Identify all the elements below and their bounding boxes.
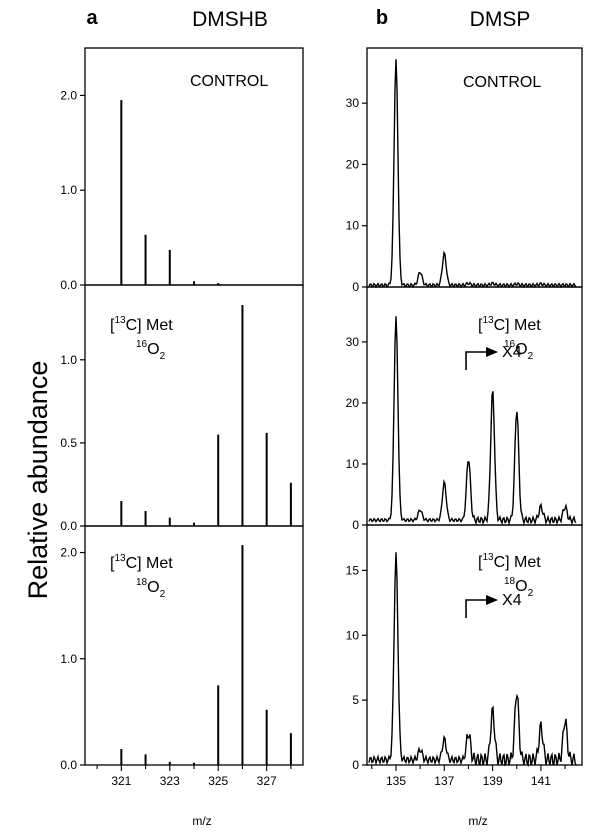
- panel-annotation-line2: 16O2: [136, 339, 166, 362]
- scale-arrow: [465, 351, 489, 370]
- panel-a-3: 0.0 1.0 2.0 321 323 325 327 [13C] Met 18O2: [60, 525, 304, 788]
- y-tick-label: 0: [352, 758, 359, 772]
- panel-annotation-line1: [13C] Met: [478, 552, 541, 571]
- y-tick-label: 5: [352, 693, 359, 707]
- y-tick-label: 10: [346, 219, 360, 233]
- scale-label: X4: [502, 344, 522, 361]
- y-tick-label: 0.0: [60, 519, 77, 533]
- y-axis-label: Relative abundance: [23, 361, 53, 600]
- y-tick-label: 1.0: [60, 183, 77, 197]
- y-tick-label: 0.0: [60, 758, 77, 772]
- y-tick-label: 0: [352, 518, 359, 532]
- y-tick-label: 10: [346, 457, 360, 471]
- panel-annotation-line1: [13C] Met: [478, 315, 541, 334]
- panel-frame: [366, 524, 583, 766]
- spectrum-trace: [368, 59, 577, 289]
- panel-letter-b: b: [376, 7, 388, 29]
- spectrum-trace: [368, 316, 577, 526]
- x-tick-label: 321: [111, 774, 131, 788]
- x-tick-label: 139: [483, 774, 503, 788]
- x-axis-title-b: m/z: [468, 814, 487, 828]
- panel-a-1: 0.0 1.0 2.0 CONTROL: [60, 47, 304, 292]
- x-tick-label: 325: [208, 774, 228, 788]
- scale-arrowhead: [486, 347, 499, 357]
- y-tick-label: 10: [346, 628, 360, 642]
- y-tick-label: 2.0: [60, 88, 77, 102]
- panel-b-2: 0 10 20 30 X4 [13C] Met 16O2: [346, 286, 583, 532]
- y-tick-label: 30: [346, 96, 360, 110]
- scale-arrowhead: [486, 595, 499, 605]
- panel-annotation-line1: [13C] Met: [110, 315, 173, 334]
- y-tick-label: 20: [346, 396, 360, 410]
- y-tick-label: 1.0: [60, 353, 77, 367]
- y-tick-label: 1.0: [60, 652, 77, 666]
- x-axis-title-a: m/z: [192, 814, 211, 828]
- panel-annotation-line2: 16O2: [504, 339, 534, 362]
- panel-annotation-line2: 18O2: [504, 576, 534, 599]
- panel-annotation-line1: [13C] Met: [110, 553, 173, 572]
- x-tick-label: 137: [434, 774, 454, 788]
- panel-annotation-line2: 18O2: [136, 577, 166, 600]
- column-title-dmsp: DMSP: [470, 8, 531, 31]
- scale-arrow: [465, 599, 489, 618]
- scale-label: X4: [502, 592, 522, 609]
- y-tick-label: 15: [346, 563, 360, 577]
- y-tick-label: 30: [346, 335, 360, 349]
- column-title-dmshb: DMSHB: [192, 8, 268, 31]
- x-tick-label: 327: [257, 774, 277, 788]
- y-tick-label: 0: [352, 280, 359, 294]
- y-tick-label: 20: [346, 157, 360, 171]
- panel-a-2: 0.0 0.5 1.0 [13C] Met 16O2: [60, 284, 304, 533]
- y-tick-label: 2.0: [60, 546, 77, 560]
- panel-annotation: CONTROL: [190, 73, 268, 90]
- panel-b-3: 0 5 10 15 135 137 139 141 X4 [13C] Met 18O2: [346, 524, 583, 788]
- x-tick-label: 141: [531, 774, 551, 788]
- y-tick-label: 0.5: [60, 436, 77, 450]
- panel-b-1: 0 10 20 30 CONTROL: [346, 47, 583, 294]
- panel-annotation: CONTROL: [463, 74, 541, 91]
- x-tick-label: 135: [386, 774, 406, 788]
- panel-letter-a: a: [86, 7, 98, 29]
- x-tick-label: 323: [160, 774, 180, 788]
- spectrum-trace: [368, 552, 577, 768]
- y-tick-label: 0.0: [60, 278, 77, 292]
